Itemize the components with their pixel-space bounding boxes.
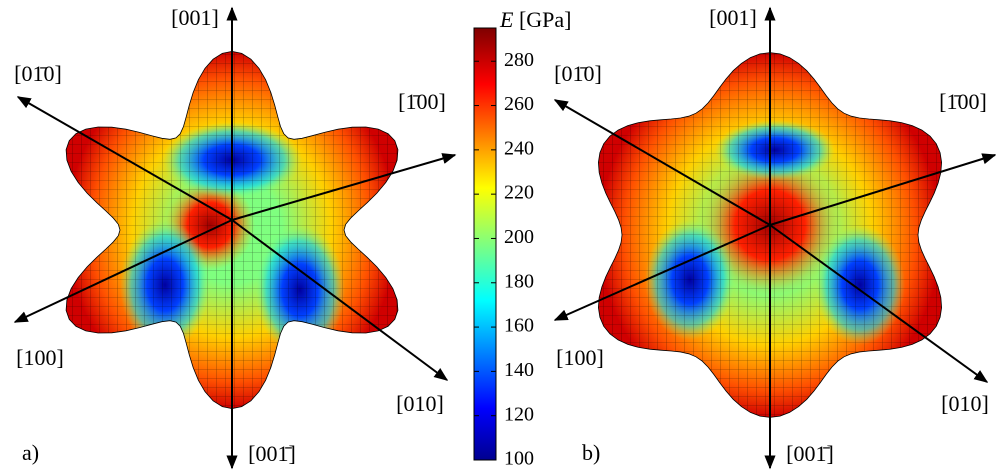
axis-label: [100] (16, 345, 64, 370)
tick-label: 140 (504, 359, 534, 381)
axis-label: [01̄0] (14, 61, 62, 86)
axis-label: [100] (556, 345, 604, 370)
axis-arrow (769, 153, 996, 226)
tick-label: 180 (504, 270, 534, 292)
axis-arrow (231, 153, 457, 221)
axis-arrow (13, 219, 233, 323)
axis-arrow (16, 96, 233, 221)
tick-label: 260 (504, 93, 534, 115)
axis-label: [01̄0] (554, 61, 602, 86)
colorbar-label: E [GPa] (499, 7, 572, 32)
axis-label: [1̄00] (398, 89, 446, 114)
colorbar (473, 27, 497, 461)
panel-label: a) (22, 440, 39, 465)
axis-arrow (553, 224, 771, 321)
axis-label: [001̄] (248, 441, 296, 466)
axis-label: [001] (171, 5, 219, 30)
tick-label: 200 (504, 226, 534, 248)
axis-label: [010] (396, 391, 444, 416)
tick-label: 160 (504, 315, 534, 337)
axis-arrow (769, 224, 989, 383)
axis-arrow (231, 219, 449, 381)
axis-label: [1̄00] (939, 89, 987, 114)
axis-label: [010] (941, 391, 989, 416)
panel-label: b) (582, 440, 600, 465)
tick-label: 220 (504, 182, 534, 204)
axis-label: [001̄] (786, 441, 834, 466)
tick-label: 280 (504, 49, 534, 71)
axis-arrow (553, 99, 771, 226)
axis-label: [001] (709, 5, 757, 30)
tick-label: 240 (504, 137, 534, 159)
tick-label: 100 (504, 448, 534, 470)
tick-label: 120 (504, 403, 534, 425)
